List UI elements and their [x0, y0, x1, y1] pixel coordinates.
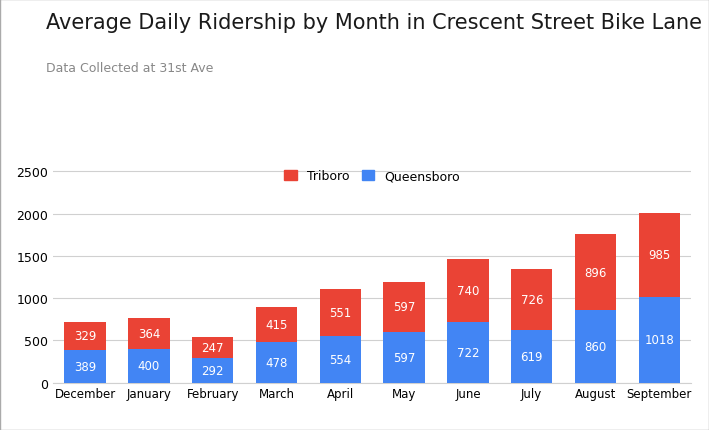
- Bar: [447, 322, 489, 383]
- Text: 1018: 1018: [644, 333, 674, 346]
- Text: 619: 619: [520, 350, 543, 363]
- Bar: [192, 358, 233, 383]
- Bar: [575, 310, 616, 383]
- Bar: [511, 331, 552, 383]
- Text: 415: 415: [265, 318, 288, 332]
- Bar: [511, 269, 552, 331]
- Text: 292: 292: [201, 364, 224, 377]
- Bar: [256, 342, 297, 383]
- Bar: [384, 332, 425, 383]
- Bar: [639, 297, 680, 383]
- Bar: [447, 259, 489, 322]
- Text: 478: 478: [265, 356, 288, 369]
- Text: 722: 722: [457, 346, 479, 359]
- Text: 247: 247: [201, 341, 224, 354]
- Text: 554: 554: [329, 353, 352, 366]
- Bar: [320, 336, 361, 383]
- Text: 896: 896: [584, 266, 607, 279]
- Bar: [320, 289, 361, 336]
- Bar: [128, 318, 169, 349]
- Bar: [192, 337, 233, 358]
- Text: Data Collected at 31st Ave: Data Collected at 31st Ave: [46, 62, 213, 75]
- Text: 860: 860: [584, 340, 607, 353]
- Bar: [65, 322, 106, 350]
- Text: 364: 364: [138, 327, 160, 340]
- Legend: Triboro, Queensboro: Triboro, Queensboro: [284, 170, 460, 183]
- Bar: [575, 235, 616, 310]
- Text: 329: 329: [74, 329, 96, 343]
- Bar: [65, 350, 106, 383]
- Text: 597: 597: [393, 301, 415, 313]
- Bar: [128, 349, 169, 383]
- Text: 400: 400: [138, 359, 160, 372]
- Text: 985: 985: [648, 249, 671, 262]
- Text: Average Daily Ridership by Month in Crescent Street Bike Lane: Average Daily Ridership by Month in Cres…: [46, 13, 702, 33]
- Bar: [639, 214, 680, 297]
- Text: 389: 389: [74, 360, 96, 373]
- Text: 551: 551: [329, 306, 352, 319]
- Text: 597: 597: [393, 351, 415, 364]
- Text: 740: 740: [457, 284, 479, 297]
- Text: 726: 726: [520, 293, 543, 306]
- Bar: [256, 307, 297, 342]
- Bar: [384, 282, 425, 332]
